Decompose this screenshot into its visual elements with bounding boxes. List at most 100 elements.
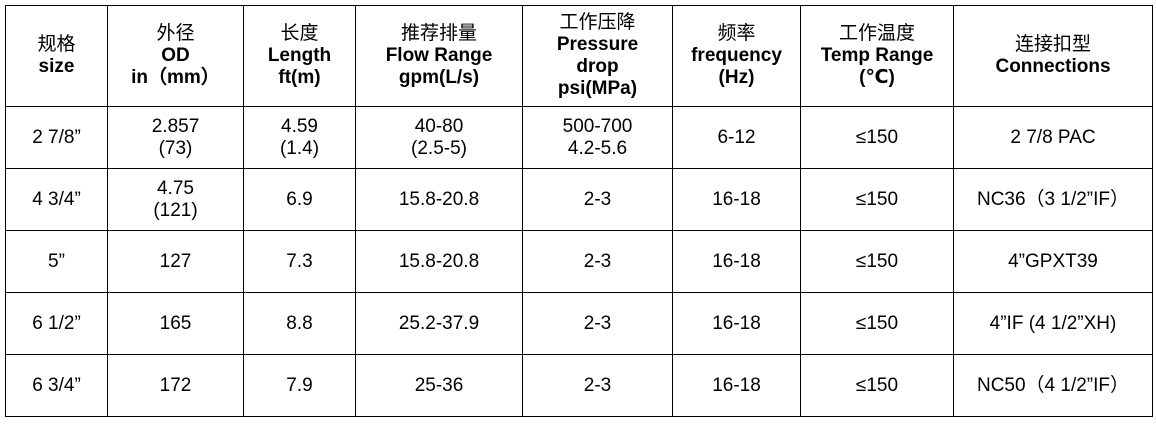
table-cell: 4.75 (121) [107,168,244,231]
cell-text: 6 1/2” [32,312,81,334]
header-text: 推荐排量 [400,23,477,44]
cell-text: 6.9 [286,188,313,210]
table-cell: 2-3 [522,354,673,417]
table-cell: 6-12 [672,106,801,169]
cell-text: ≤150 [855,312,899,334]
table-cell: 16-18 [672,230,801,293]
header-cell: 连接扣型 Connections [953,5,1153,107]
header-text: 长度 [280,23,319,44]
cell-text: NC50（4 1/2”IF） [976,374,1130,396]
table-cell: 25.2-37.9 [355,292,523,355]
cell-text: (1.4) [279,137,320,159]
cell-text: 25-36 [414,374,464,396]
cell-text: 25.2-37.9 [398,312,480,334]
table-cell: 7.3 [243,230,356,293]
cell-text: 2.857 [151,115,200,137]
table-cell: ≤150 [800,292,954,355]
header-text: Length [267,45,332,66]
table-cell: 6 3/4” [5,354,108,417]
table-row: 5” 127 7.3 15.8-20.8 2-3 16-18 ≤150 4”GPXT39 [5,230,1153,293]
table-cell: 172 [107,354,244,417]
cell-text: 16-18 [712,374,761,396]
header-cell: 推荐排量 Flow Range gpm(L/s) [355,5,523,107]
table-cell: NC50（4 1/2”IF） [953,354,1153,417]
cell-text: 16-18 [712,188,761,210]
header-cell: 长度 Length ft(m) [243,5,356,107]
table-cell: 6 1/2” [5,292,108,355]
header-text: size [38,56,75,77]
table-cell: 8.8 [243,292,356,355]
cell-text: 2-3 [583,250,612,272]
cell-text: 4”GPXT39 [1008,250,1098,272]
header-text: frequency [691,45,782,66]
cell-text: NC36（3 1/2”IF） [976,188,1130,210]
table-cell: 4 3/4” [5,168,108,231]
spec-table: 规格 size 外径 OD in（mm） 长度 Length ft(m) 推荐排量 Flow Ra… [5,5,1153,417]
table-cell: 4”IF (4 1/2”XH) [953,292,1153,355]
cell-text: 16-18 [712,312,761,334]
table-cell: 127 [107,230,244,293]
header-cell: 频率 frequency (Hz) [672,5,801,107]
cell-text: 8.8 [286,312,313,334]
cell-text: 4.75 [157,177,194,199]
header-cell: 工作温度 Temp Range (℃) [800,5,954,107]
table-cell: NC36（3 1/2”IF） [953,168,1153,231]
cell-text: 4.2-5.6 [567,137,628,159]
header-text: in（mm） [131,67,220,88]
cell-text: (73) [158,137,193,159]
cell-text: 4 3/4” [32,188,81,210]
cell-text: ≤150 [855,250,899,272]
cell-text: (121) [153,199,198,221]
cell-text: 500-700 [562,115,633,137]
table-row: 6 3/4” 172 7.9 25-36 2-3 16-18 ≤150 NC50（4 1/2”… [5,354,1153,417]
cell-text: 2-3 [583,188,612,210]
table-cell: ≤150 [800,106,954,169]
table-cell: ≤150 [800,230,954,293]
table-cell: 2-3 [522,168,673,231]
header-text: (Hz) [718,67,755,88]
header-text: 频率 [717,23,756,44]
cell-text: 5” [48,250,65,272]
cell-text: (2.5-5) [411,137,467,159]
header-text: Connections [995,56,1111,77]
header-text: OD [161,45,190,66]
table-cell: 6.9 [243,168,356,231]
table-cell: 2 7/8” [5,106,108,169]
cell-text: 7.3 [286,250,313,272]
header-text: Temp Range [820,45,934,66]
cell-text: 6 3/4” [32,374,81,396]
header-text: 连接扣型 [1014,34,1091,55]
cell-text: 2 7/8 PAC [1010,126,1096,148]
table-cell: 40-80 (2.5-5) [355,106,523,169]
header-text: (℃) [859,67,895,88]
table-cell: 16-18 [672,354,801,417]
header-text: 外径 [156,23,195,44]
header-cell: 规格 size [5,5,108,107]
table-cell: ≤150 [800,354,954,417]
table-cell: 15.8-20.8 [355,168,523,231]
cell-text: 4.59 [281,115,318,137]
header-text: Pressure [556,34,639,55]
cell-text: 4”IF (4 1/2”XH) [989,312,1117,334]
table-cell: 165 [107,292,244,355]
cell-text: ≤150 [855,126,899,148]
table-cell: 15.8-20.8 [355,230,523,293]
header-text: Flow Range [385,45,493,66]
table-cell: 5” [5,230,108,293]
table-row: 6 1/2” 165 8.8 25.2-37.9 2-3 16-18 ≤150 4”IF (4… [5,292,1153,355]
header-text: ft(m) [278,67,321,88]
header-text: psi(MPa) [557,78,638,99]
header-text: drop [576,56,619,77]
table-cell: 4”GPXT39 [953,230,1153,293]
header-text: gpm(L/s) [398,67,480,88]
cell-text: 2-3 [583,374,612,396]
cell-text: 127 [159,250,192,272]
cell-text: 2 7/8” [32,126,81,148]
table-cell: ≤150 [800,168,954,231]
header-cell: 外径 OD in（mm） [107,5,244,107]
header-text: 工作温度 [838,23,915,44]
table-cell: 4.59 (1.4) [243,106,356,169]
cell-text: 7.9 [286,374,313,396]
header-text: 规格 [37,34,76,55]
